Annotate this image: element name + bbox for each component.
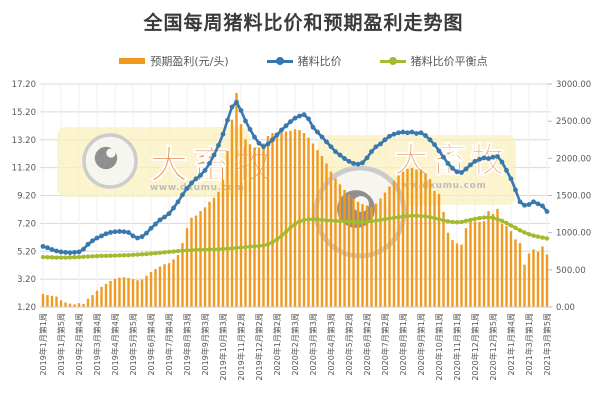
svg-text:2019年4月第4周: 2019年4月第4周 xyxy=(110,313,120,376)
svg-text:2020年9月第1周: 2020年9月第1周 xyxy=(416,313,426,376)
svg-text:2020年3月第3周: 2020年3月第3周 xyxy=(308,313,318,376)
svg-text:2020年10月第1周: 2020年10月第1周 xyxy=(434,313,444,381)
svg-text:2020年2月第3周: 2020年2月第3周 xyxy=(290,313,300,376)
svg-text:2020年6月第2周: 2020年6月第2周 xyxy=(362,313,372,376)
svg-text:2020年4月第3周: 2020年4月第3周 xyxy=(326,313,336,376)
svg-text:2020年7月第2周: 2020年7月第2周 xyxy=(380,313,390,376)
right-axis-labels: 3000.00 2500.00 2000.00 1500.00 1000.00 500.0… xyxy=(548,80,591,313)
svg-text:9.20: 9.20 xyxy=(17,192,36,202)
ratio-line-swatch-icon xyxy=(266,57,293,65)
svg-text:3.20: 3.20 xyxy=(17,275,36,285)
svg-text:2020年11月第1周: 2020年11月第1周 xyxy=(452,313,462,381)
svg-text:2019年5月第5周: 2019年5月第5周 xyxy=(128,313,138,376)
svg-text:17.20: 17.20 xyxy=(12,80,36,90)
svg-text:2020年1月第2周: 2020年1月第2周 xyxy=(272,313,282,376)
svg-text:2020年8月第1周: 2020年8月第1周 xyxy=(398,313,408,376)
profit-bars xyxy=(41,92,549,308)
legend-item-balance: 猪料比价平衡点 xyxy=(379,53,488,69)
svg-text:2019年2月第4周: 2019年2月第4周 xyxy=(74,313,84,376)
balance-line-swatch-icon xyxy=(379,57,406,65)
svg-text:2021年1月第4周: 2021年1月第4周 xyxy=(506,313,516,376)
svg-text:2019年12月第2周: 2019年12月第2周 xyxy=(254,313,264,381)
svg-text:2500.00: 2500.00 xyxy=(556,117,591,127)
chart-title: 全国每周猪料比价和预期盈利走势图 xyxy=(143,12,464,34)
svg-text:2019年11月第2周: 2019年11月第2周 xyxy=(236,313,246,381)
profit-bar-swatch-icon xyxy=(119,58,146,64)
svg-text:3000.00: 3000.00 xyxy=(556,80,591,90)
svg-text:2019年8月第3周: 2019年8月第3周 xyxy=(182,313,192,376)
svg-text:2021年3月第1周: 2021年3月第1周 xyxy=(524,313,534,376)
svg-text:7.20: 7.20 xyxy=(17,219,36,229)
legend-label-balance: 猪料比价平衡点 xyxy=(410,55,488,68)
svg-text:2020年5月第2周: 2020年5月第2周 xyxy=(344,313,354,376)
legend-label-profit: 预期盈利(元/头) xyxy=(150,55,229,68)
svg-text:500.00: 500.00 xyxy=(556,266,586,276)
svg-text:2019年9月第3周: 2019年9月第3周 xyxy=(200,313,210,376)
svg-text:2019年3月第4周: 2019年3月第4周 xyxy=(92,313,102,376)
svg-text:2019年1月第1周: 2019年1月第1周 xyxy=(38,313,48,376)
legend: 预期盈利(元/头) 猪料比价 猪料比价平衡点 xyxy=(0,53,607,69)
svg-text:1500.00: 1500.00 xyxy=(556,192,591,202)
svg-text:2020年12月第5周: 2020年12月第5周 xyxy=(488,313,498,381)
svg-text:2020年12月第1周: 2020年12月第1周 xyxy=(470,313,480,381)
svg-text:13.20: 13.20 xyxy=(12,136,36,146)
svg-text:2019年7月第4周: 2019年7月第4周 xyxy=(164,313,174,376)
svg-text:大畜牧: 大畜牧 xyxy=(150,143,276,187)
svg-text:15.20: 15.20 xyxy=(12,108,36,118)
svg-text:5.20: 5.20 xyxy=(17,247,36,257)
svg-text:2019年1月第5周: 2019年1月第5周 xyxy=(56,313,66,376)
svg-text:www.dxumu.com: www.dxumu.com xyxy=(392,181,486,191)
balance-line xyxy=(40,213,550,260)
left-axis-labels: 17.20 15.20 13.20 11.20 9.20 7.20 5.20 3.20 1.20 xyxy=(12,80,36,313)
svg-text:2019年10月第3周: 2019年10月第3周 xyxy=(218,313,228,381)
svg-text:1.20: 1.20 xyxy=(17,303,36,313)
svg-text:11.20: 11.20 xyxy=(12,164,36,174)
svg-text:2021年3月第5周: 2021年3月第5周 xyxy=(542,313,552,376)
legend-item-profit: 预期盈利(元/头) xyxy=(119,53,229,69)
legend-label-ratio: 猪料比价 xyxy=(297,55,342,68)
svg-text:2019年6月第4周: 2019年6月第4周 xyxy=(146,313,156,376)
ratio-line xyxy=(40,99,550,256)
svg-text:www.dxumu.com: www.dxumu.com xyxy=(150,183,244,193)
legend-item-ratio: 猪料比价 xyxy=(266,53,342,69)
x-axis-labels: 2019年1月第1周 2019年1月第5周 2019年2月第4周 2019年3月第4周… xyxy=(38,313,552,381)
svg-text:0.00: 0.00 xyxy=(556,303,575,313)
svg-text:1000.00: 1000.00 xyxy=(556,229,591,239)
svg-text:2000.00: 2000.00 xyxy=(556,154,591,164)
